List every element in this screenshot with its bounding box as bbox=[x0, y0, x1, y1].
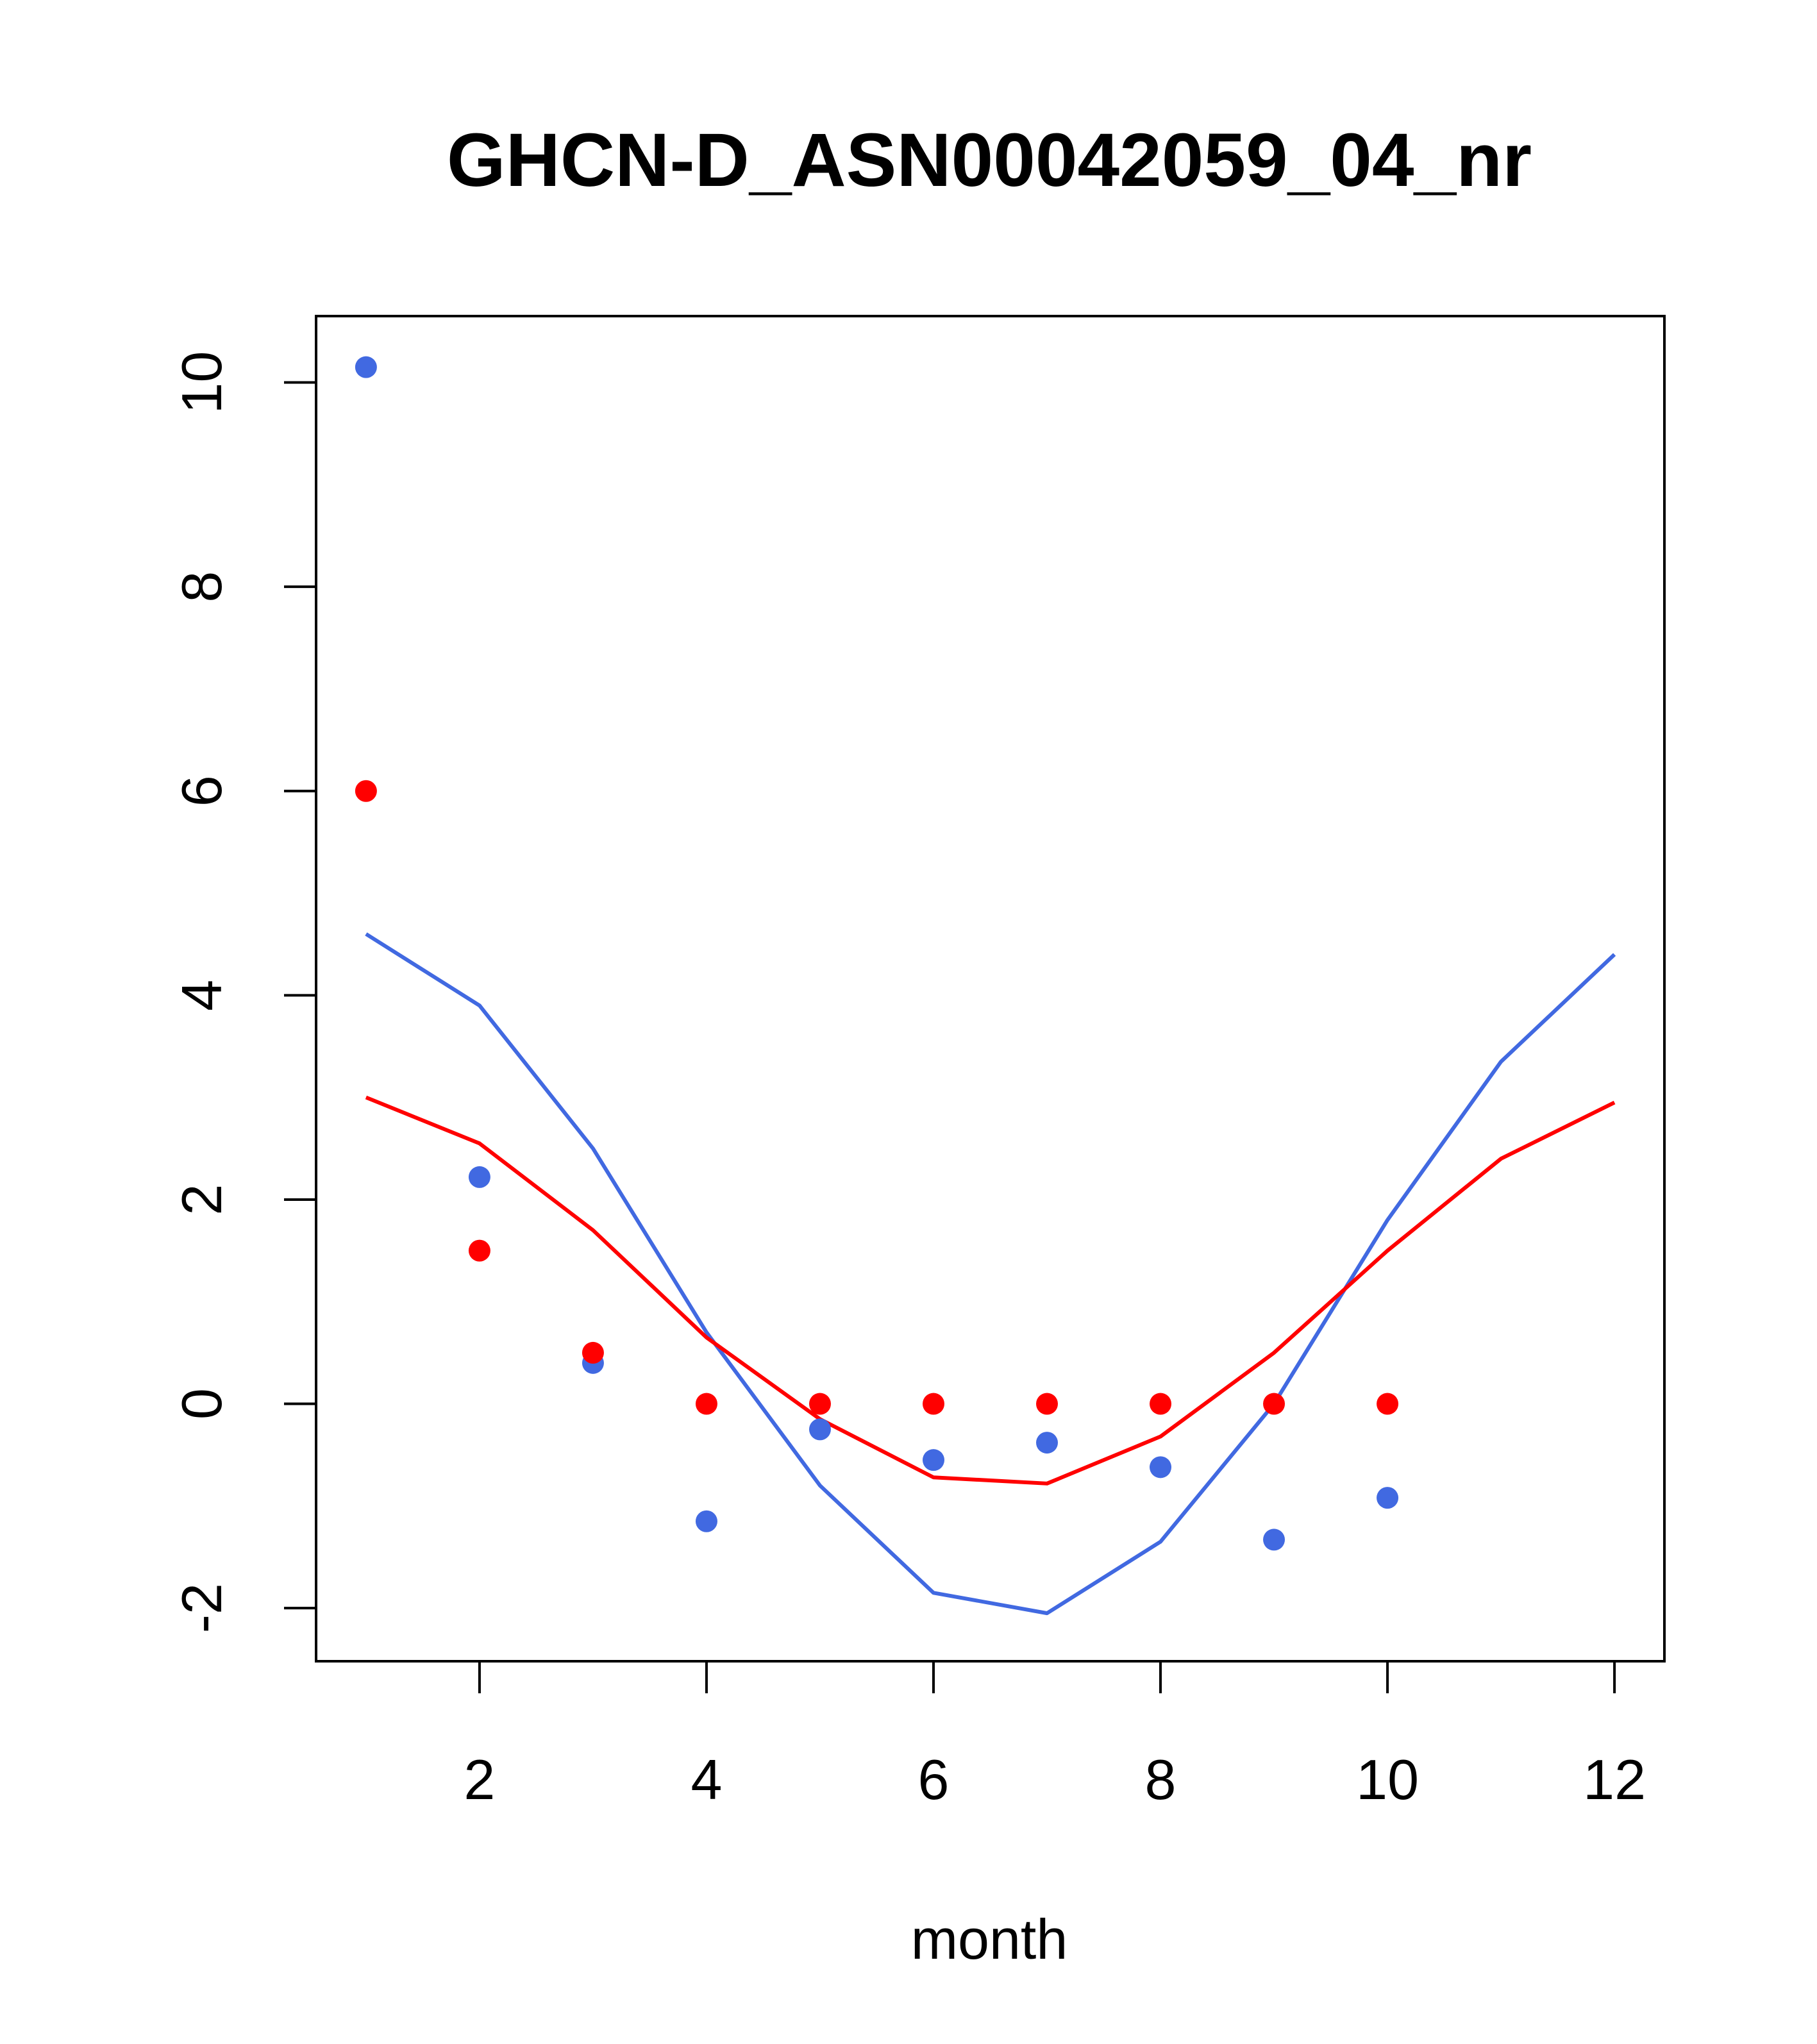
data-point bbox=[1263, 1529, 1285, 1551]
x-tick-label: 12 bbox=[1583, 1748, 1646, 1811]
data-point bbox=[468, 1166, 490, 1188]
data-point bbox=[1150, 1456, 1172, 1479]
y-axis: -2 0 2 4 6 8 10 bbox=[170, 351, 316, 1633]
data-point bbox=[922, 1449, 944, 1471]
y-tick-label: 4 bbox=[170, 980, 233, 1011]
data-point bbox=[922, 1393, 944, 1415]
chart-title: GHCN-D_ASN00042059_04_nr bbox=[447, 118, 1532, 203]
data-point bbox=[808, 1393, 831, 1415]
data-point bbox=[468, 1239, 490, 1262]
data-point bbox=[1150, 1393, 1172, 1415]
data-point bbox=[582, 1341, 604, 1364]
data-point bbox=[1036, 1393, 1059, 1415]
x-axis: 2 4 6 8 10 12 bbox=[464, 1661, 1646, 1811]
x-tick-label: 10 bbox=[1356, 1748, 1419, 1811]
x-tick-label: 4 bbox=[691, 1748, 722, 1811]
data-point bbox=[1377, 1393, 1399, 1415]
series-line bbox=[365, 932, 1616, 1616]
data-point bbox=[1263, 1393, 1285, 1415]
data-point bbox=[1377, 1487, 1399, 1509]
y-tick-label: 6 bbox=[170, 775, 233, 807]
data-point bbox=[695, 1510, 717, 1532]
series-line bbox=[365, 1095, 1616, 1486]
x-tick-label: 6 bbox=[918, 1748, 950, 1811]
plot-frame bbox=[315, 315, 1666, 1663]
y-tick-label: -2 bbox=[170, 1583, 233, 1633]
y-tick-label: 10 bbox=[170, 351, 233, 414]
data-point bbox=[808, 1418, 831, 1441]
series-layer bbox=[355, 356, 1616, 1616]
y-tick-label: 2 bbox=[170, 1184, 233, 1215]
data-point bbox=[355, 780, 377, 802]
x-tick-label: 2 bbox=[464, 1748, 495, 1811]
data-point bbox=[355, 356, 377, 378]
data-point bbox=[695, 1393, 717, 1415]
data-point bbox=[1036, 1432, 1059, 1454]
y-tick-label: 8 bbox=[170, 571, 233, 603]
x-tick-label: 8 bbox=[1145, 1748, 1176, 1811]
y-tick-label: 0 bbox=[170, 1388, 233, 1420]
x-axis-label: month bbox=[911, 1907, 1068, 1971]
